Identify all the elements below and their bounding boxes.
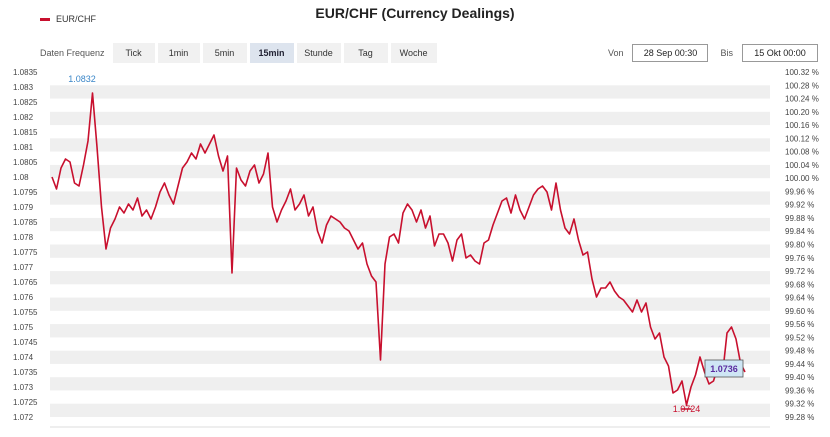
y-tick-label: 1.0765 xyxy=(13,278,38,287)
y-axis-left: 1.0835 1.083 1.0825 1.082 1.0815 1.081 1.0805 1… xyxy=(13,68,38,422)
y2-tick-label: 100.00 % xyxy=(785,174,819,183)
y-tick-label: 1.074 xyxy=(13,353,34,362)
low-annotation: 1.0724 xyxy=(673,404,701,414)
y2-tick-label: 100.24 % xyxy=(785,95,819,104)
y2-tick-label: 99.96 % xyxy=(785,187,814,196)
y2-tick-label: 100.12 % xyxy=(785,134,819,143)
freq-stunde-button[interactable]: Stunde xyxy=(296,43,341,63)
grid-band xyxy=(50,111,770,126)
grid-band xyxy=(50,403,770,417)
y-tick-label: 1.0815 xyxy=(13,128,38,137)
grid-band xyxy=(50,271,770,285)
chart-title: EUR/CHF (Currency Dealings) xyxy=(315,5,515,21)
y-tick-label: 1.0785 xyxy=(13,218,38,227)
high-annotation: 1.0832 xyxy=(68,74,96,84)
y-tick-label: 1.0745 xyxy=(13,338,38,347)
y2-tick-label: 99.44 % xyxy=(785,360,814,369)
frequency-label: Daten Frequenz xyxy=(40,48,105,58)
y-tick-label: 1.0735 xyxy=(13,368,38,377)
eur-chf-series-line xyxy=(51,92,746,406)
freq-tag-button[interactable]: Tag xyxy=(343,43,388,63)
y2-tick-label: 99.48 % xyxy=(785,347,814,356)
y2-tick-label: 99.68 % xyxy=(785,280,814,289)
last-price-box xyxy=(704,359,744,378)
y-tick-label: 1.0835 xyxy=(13,68,38,77)
freq-1min-button[interactable]: 1min xyxy=(157,43,200,63)
y2-tick-label: 100.28 % xyxy=(785,81,819,90)
y2-tick-label: 99.84 % xyxy=(785,227,814,236)
y2-tick-label: 99.64 % xyxy=(785,294,814,303)
y2-tick-label: 99.80 % xyxy=(785,241,814,250)
from-date-field[interactable]: 28 Sep 00:30 xyxy=(632,44,709,62)
freq-woche-button[interactable]: Woche xyxy=(390,43,437,63)
grid-band xyxy=(50,350,770,364)
y-tick-label: 1.072 xyxy=(13,413,34,422)
freq-5min-button[interactable]: 5min xyxy=(202,43,247,63)
y-tick-label: 1.082 xyxy=(13,113,34,122)
from-label: Von xyxy=(607,48,624,58)
y-tick-label: 1.079 xyxy=(13,203,34,212)
y2-tick-label: 100.08 % xyxy=(785,148,819,157)
y2-tick-label: 99.36 % xyxy=(785,386,814,395)
y-tick-label: 1.076 xyxy=(13,293,34,302)
y-tick-label: 1.081 xyxy=(13,143,34,152)
date-range: Von 28 Sep 00:30 Bis 15 Okt 00:00 xyxy=(608,43,830,63)
y-axis-right: 100.32 % 100.28 % 100.24 % 100.20 % 100.16 %… xyxy=(785,68,819,422)
frequency-toolbar: Daten Frequenz Tick 1min 5min 15min Stun… xyxy=(40,43,440,63)
y2-tick-label: 100.04 % xyxy=(785,161,819,170)
y2-tick-label: 100.20 % xyxy=(785,108,819,117)
grid-band xyxy=(50,85,770,99)
y-tick-label: 1.078 xyxy=(13,233,34,242)
grid-band xyxy=(50,164,770,179)
y2-tick-label: 99.28 % xyxy=(785,413,814,422)
y-tick-label: 1.0795 xyxy=(13,188,38,197)
y2-tick-label: 99.88 % xyxy=(785,214,814,223)
y-tick-label: 1.083 xyxy=(13,83,34,92)
legend-label: EUR/CHF xyxy=(56,14,96,24)
last-price-annotation: 1.0736 xyxy=(710,364,738,374)
y-tick-label: 1.0775 xyxy=(13,248,38,257)
grid-band xyxy=(50,138,770,152)
grid-band xyxy=(50,324,770,338)
legend-swatch xyxy=(40,17,50,21)
grid-band xyxy=(50,244,770,258)
y-tick-label: 1.075 xyxy=(13,323,34,332)
y2-tick-label: 99.52 % xyxy=(785,333,814,342)
y-tick-label: 1.077 xyxy=(13,263,34,272)
chart-legend: EUR/CHF xyxy=(40,14,96,24)
grid-band xyxy=(50,377,770,391)
y2-tick-label: 100.16 % xyxy=(785,121,819,130)
y-tick-label: 1.08 xyxy=(13,173,29,182)
grid-band xyxy=(50,217,770,232)
y-tick-label: 1.0805 xyxy=(13,158,38,167)
to-label: Bis xyxy=(720,48,733,58)
y-tick-label: 1.0825 xyxy=(13,98,38,107)
freq-tick-button[interactable]: Tick xyxy=(112,43,155,63)
y-tick-label: 1.073 xyxy=(13,383,34,392)
y2-tick-label: 99.56 % xyxy=(785,320,814,329)
y2-tick-label: 99.92 % xyxy=(785,201,814,210)
freq-15min-button[interactable]: 15min xyxy=(249,43,294,63)
y-tick-label: 1.0725 xyxy=(13,398,38,407)
grid-band xyxy=(50,297,770,311)
y2-tick-label: 99.32 % xyxy=(785,400,814,409)
y2-tick-label: 99.76 % xyxy=(785,254,814,263)
to-date-field[interactable]: 15 Okt 00:00 xyxy=(742,44,818,62)
y2-tick-label: 99.40 % xyxy=(785,373,814,382)
y-tick-label: 1.0755 xyxy=(13,308,38,317)
chart-grid xyxy=(50,85,770,417)
y2-tick-label: 99.60 % xyxy=(785,307,814,316)
y2-tick-label: 99.72 % xyxy=(785,267,814,276)
y2-tick-label: 100.32 % xyxy=(785,68,819,77)
